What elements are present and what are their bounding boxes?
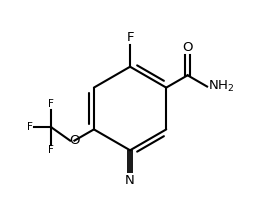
Text: N: N <box>125 174 135 187</box>
Text: O: O <box>182 41 193 54</box>
Text: F: F <box>27 122 33 132</box>
Text: NH$_2$: NH$_2$ <box>208 79 235 94</box>
Text: O: O <box>69 134 80 147</box>
Text: F: F <box>126 31 134 44</box>
Text: F: F <box>48 145 54 155</box>
Text: F: F <box>48 99 54 109</box>
